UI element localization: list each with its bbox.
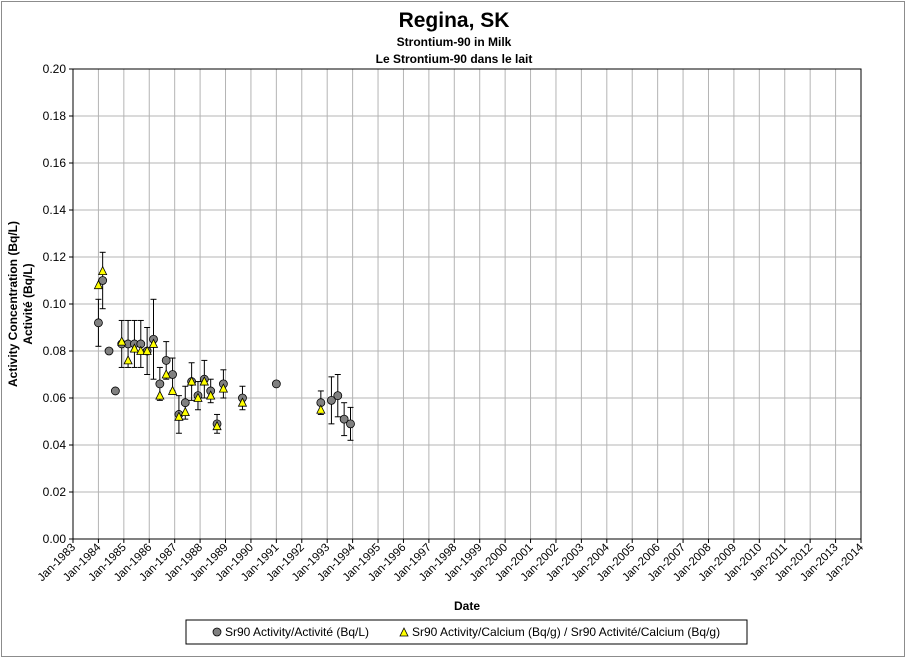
- chart-subtitle-fr: Le Strontium-90 dans le lait: [376, 52, 533, 66]
- data-point-activity: [104, 346, 114, 356]
- y-tick-label: 0.20: [43, 62, 67, 76]
- y-axis-label-en: Activity Concentration (Bq/L): [6, 221, 20, 387]
- y-tick-label: 0.00: [43, 532, 67, 546]
- data-point-calcium: [161, 369, 171, 379]
- legend-series-2: Sr90 Activity/Calcium (Bq/g) / Sr90 Acti…: [412, 625, 720, 639]
- legend-circle-marker-icon: [212, 627, 222, 637]
- data-point-calcium: [93, 279, 104, 290]
- data-point-calcium: [123, 355, 133, 365]
- data-point-calcium: [148, 338, 159, 348]
- y-tick-label: 0.02: [43, 485, 67, 499]
- data-point-activity: [155, 379, 165, 389]
- legend-box: [185, 619, 748, 645]
- data-point-calcium: [212, 420, 222, 431]
- data-point-calcium: [206, 390, 216, 400]
- data-point-activity: [346, 419, 355, 429]
- data-point-calcium: [174, 411, 184, 421]
- data-point-calcium: [199, 376, 209, 386]
- y-tick-label: 0.18: [43, 109, 67, 123]
- data-point-activity: [333, 391, 343, 401]
- data-point-calcium: [218, 383, 229, 393]
- data-point-activity: [110, 386, 120, 396]
- data-point-calcium: [316, 404, 326, 414]
- data-point-activity: [339, 414, 349, 424]
- y-tick-label: 0.08: [43, 344, 67, 358]
- data-point-calcium: [180, 406, 190, 417]
- data-point-calcium: [117, 336, 127, 346]
- y-tick-label: 0.04: [43, 438, 67, 452]
- data-point-activity: [180, 398, 190, 408]
- legend-triangle-marker-icon: [399, 627, 409, 637]
- y-tick-label: 0.12: [43, 250, 67, 264]
- y-tick-label: 0.14: [43, 203, 67, 217]
- y-tick-label: 0.16: [43, 156, 67, 170]
- data-point-activity: [94, 318, 103, 328]
- plot-border: [72, 68, 862, 540]
- x-axis-label: Date: [454, 599, 480, 613]
- data-point-calcium: [155, 390, 165, 400]
- data-point-calcium: [98, 265, 108, 276]
- data-point-calcium: [167, 385, 178, 395]
- data-point-calcium: [193, 392, 203, 402]
- data-point-calcium: [186, 376, 197, 386]
- chart-subtitle-en: Strontium-90 in Milk: [397, 35, 512, 49]
- chart-title: Regina, SK: [399, 9, 510, 32]
- y-tick-label: 0.10: [43, 297, 67, 311]
- data-point-activity: [327, 395, 336, 405]
- data-point-calcium: [142, 345, 152, 355]
- data-point-activity: [271, 379, 281, 389]
- data-point-activity: [161, 355, 171, 365]
- legend: Sr90 Activity/Activité (Bq/L) Sr90 Activ…: [185, 619, 748, 645]
- y-tick-label: 0.06: [43, 391, 67, 405]
- data-point-calcium: [237, 397, 248, 407]
- data-point-calcium: [129, 343, 140, 353]
- legend-series-1: Sr90 Activity/Activité (Bq/L): [225, 625, 369, 639]
- y-axis-label-fr: Activité (Bq/L): [21, 263, 35, 344]
- data-point-calcium: [136, 345, 146, 355]
